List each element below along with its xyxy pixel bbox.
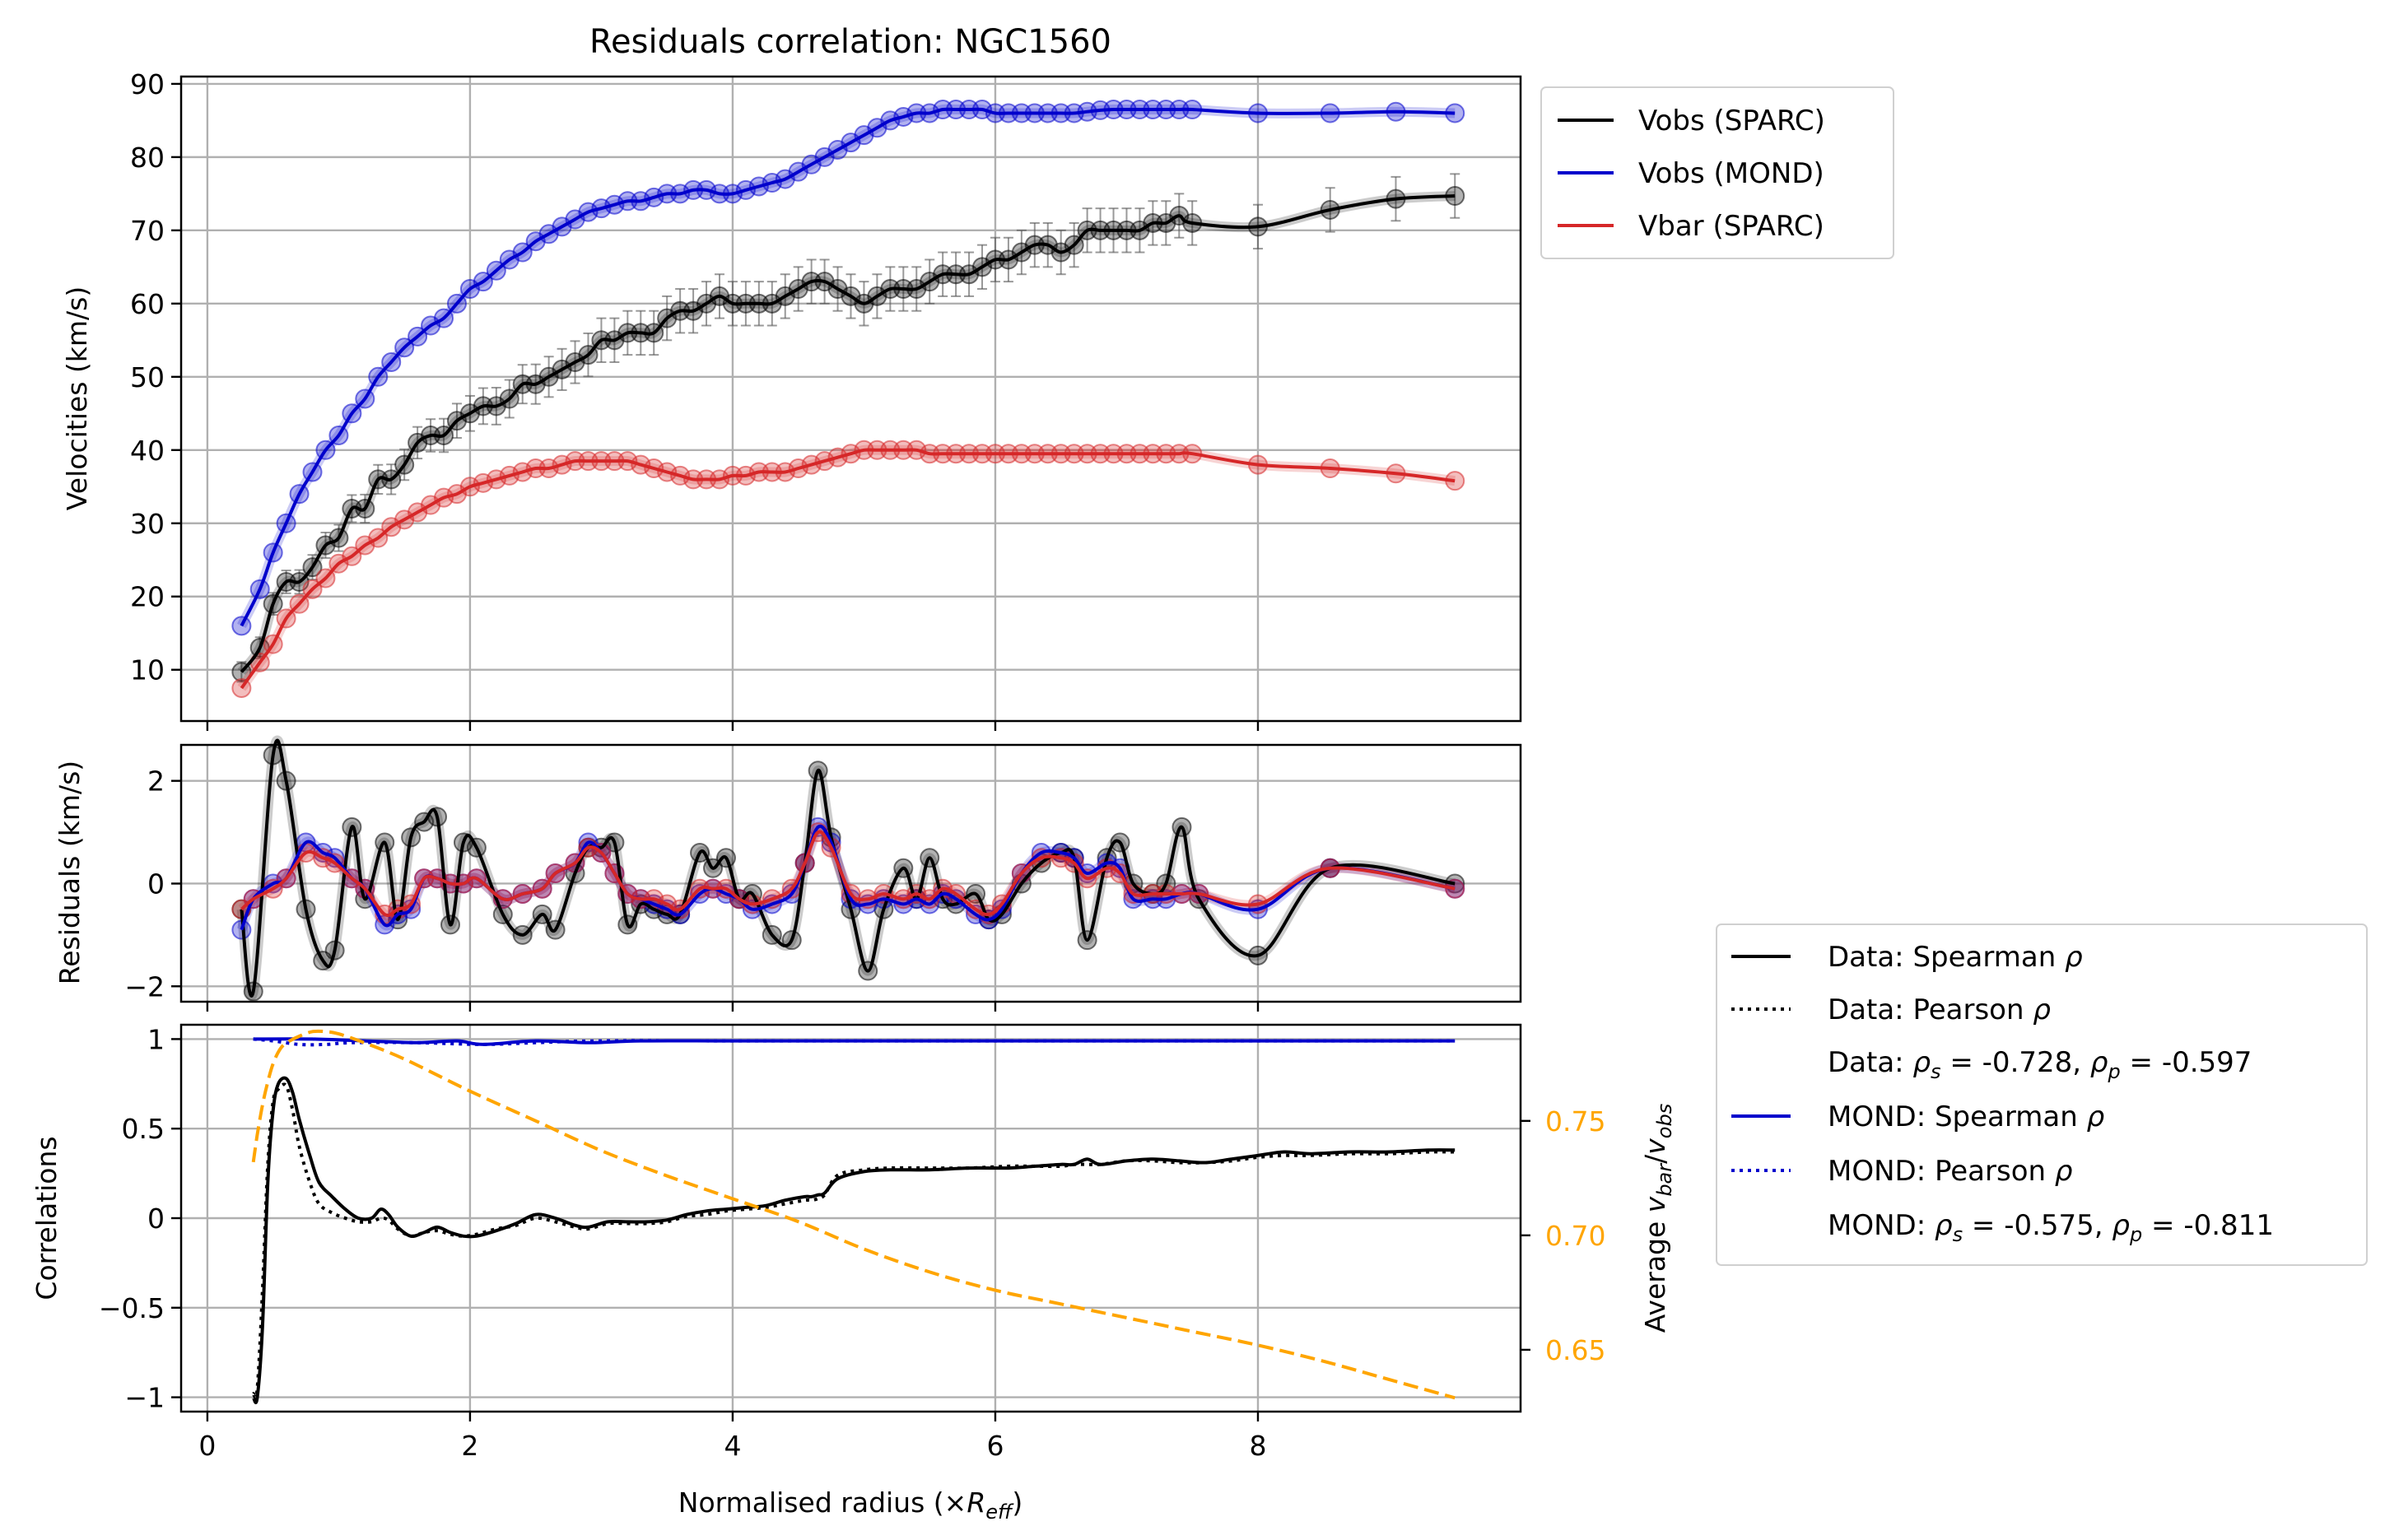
x-tick-label: 2 bbox=[461, 1430, 478, 1462]
legend-label-data-pearson: Data: Pearson ρ bbox=[1828, 993, 2051, 1026]
velocity-legend-box bbox=[1540, 86, 1894, 259]
legend-label-vbar-sparc: Vbar (SPARC) bbox=[1638, 210, 1824, 243]
y-tick-label: 30 bbox=[130, 508, 165, 540]
residuals-series bbox=[231, 735, 1465, 1002]
y2-tick-label: 0.75 bbox=[1545, 1105, 1605, 1138]
ratio-ylabel: Average vbar/vobs bbox=[1639, 1104, 1676, 1333]
vobs-sparc-band bbox=[236, 735, 1456, 1001]
data-spearman-line bbox=[251, 1076, 1456, 1404]
correlations-panel: −1 −0.5 0 0.5 1 0 2 4 6 8 0.65 0.70 0.75 Correlation… bbox=[30, 1023, 1676, 1524]
residuals-frame bbox=[179, 743, 1522, 1003]
y-tick-label: 10 bbox=[130, 654, 165, 686]
legend-label-vobs-mond: Vobs (MOND) bbox=[1638, 157, 1824, 190]
vbar-sparc-band bbox=[237, 444, 1456, 691]
y-tick-label: 2 bbox=[147, 765, 165, 798]
legend-label-data-spearman: Data: Spearman ρ bbox=[1828, 941, 2083, 974]
velocity-legend: Vobs (SPARC) Vobs (MOND) Vbar (SPARC) bbox=[1540, 86, 1894, 259]
chart-title: Residuals correlation: NGC1560 bbox=[589, 23, 1111, 61]
velocity-panel: 10 20 30 40 50 60 70 80 90 Velocities (km/s) bbox=[61, 68, 1522, 731]
y-tick-label: 20 bbox=[130, 581, 165, 613]
legend-label-data-summary: Data: ρs = -0.728, ρp = -0.597 bbox=[1828, 1046, 2252, 1083]
y2-tick-label: 0.70 bbox=[1545, 1220, 1605, 1252]
y-tick-label: 0 bbox=[147, 868, 165, 900]
x-tick-label: 6 bbox=[986, 1430, 1004, 1462]
x-tick-label: 0 bbox=[198, 1430, 216, 1462]
velocity-y-ticks: 10 20 30 40 50 60 70 80 90 bbox=[130, 68, 1260, 731]
y-tick-label: 90 bbox=[130, 68, 165, 100]
correlations-ticks: −1 −0.5 0 0.5 1 0 2 4 6 8 0.65 0.70 0.75 bbox=[99, 1023, 1606, 1462]
y-tick-label: 70 bbox=[130, 215, 165, 247]
residuals-ylabel: Residuals (km/s) bbox=[54, 761, 86, 984]
residuals-panel: −2 0 2 Residuals (km/s) bbox=[54, 735, 1522, 1012]
y-tick-label: 1 bbox=[147, 1023, 165, 1055]
y-tick-label: 0.5 bbox=[122, 1113, 165, 1145]
vobs-mond-band bbox=[237, 104, 1456, 629]
correlation-legend: Data: Spearman ρ Data: Pearson ρ Data: ρ… bbox=[1716, 924, 2368, 1266]
y-tick-label: 50 bbox=[130, 361, 165, 393]
legend-label-mond-pearson: MOND: Pearson ρ bbox=[1828, 1155, 2073, 1188]
legend-label-mond-spearman: MOND: Spearman ρ bbox=[1828, 1100, 2105, 1133]
y-tick-label: 40 bbox=[130, 435, 165, 467]
vobs-sparc-line bbox=[240, 738, 1456, 998]
correlation-legend-box bbox=[1716, 924, 2368, 1266]
y-tick-label: 0 bbox=[147, 1203, 165, 1235]
vobs-mond-point bbox=[231, 616, 252, 636]
vbar-sparc-line bbox=[240, 448, 1456, 690]
average-v-bar-v-obs-line bbox=[251, 1029, 1456, 1400]
y-tick-label: 80 bbox=[130, 142, 165, 174]
vobs-mond-line bbox=[240, 107, 1456, 627]
velocity-series bbox=[231, 100, 1465, 698]
y2-tick-label: 0.65 bbox=[1545, 1334, 1605, 1366]
legend-label-vobs-sparc: Vobs (SPARC) bbox=[1638, 105, 1825, 137]
y-tick-label: 60 bbox=[130, 288, 165, 320]
velocity-ylabel: Velocities (km/s) bbox=[61, 286, 93, 510]
correlations-series bbox=[251, 1029, 1456, 1404]
x-tick-label: 8 bbox=[1249, 1430, 1266, 1462]
velocity-grid bbox=[181, 77, 1521, 721]
correlations-grid bbox=[181, 1025, 1521, 1412]
vobs-sparc-line bbox=[240, 194, 1456, 673]
x-tick-label: 4 bbox=[724, 1430, 741, 1462]
vbar-sparc-line bbox=[240, 830, 1456, 917]
x-axis-label: Normalised radius (×Reff) bbox=[678, 1486, 1022, 1524]
data-pearson-line bbox=[251, 1082, 1456, 1399]
velocity-frame bbox=[179, 75, 1522, 723]
correlations-ylabel: Correlations bbox=[30, 1136, 63, 1300]
legend-label-mond-summary: MOND: ρs = -0.575, ρp = -0.811 bbox=[1828, 1209, 2274, 1246]
y-tick-label: −1 bbox=[124, 1382, 165, 1414]
y-tick-label: −2 bbox=[124, 970, 165, 1003]
residuals-y-ticks: −2 0 2 bbox=[124, 765, 1260, 1012]
y-tick-label: −0.5 bbox=[99, 1292, 165, 1324]
